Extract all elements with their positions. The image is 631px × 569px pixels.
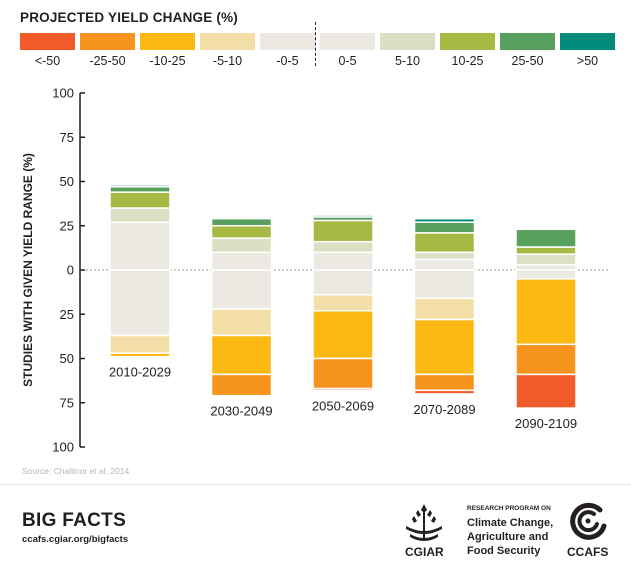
bar-segment bbox=[210, 308, 273, 337]
legend-swatch bbox=[20, 33, 75, 50]
research-program-label: RESEARCH PROGRAM ON bbox=[467, 505, 551, 512]
y-tick-label: 75 bbox=[60, 395, 74, 410]
legend-swatch bbox=[260, 33, 315, 50]
bar-segment bbox=[109, 184, 171, 188]
bar-segment bbox=[515, 246, 577, 255]
legend-swatch bbox=[320, 33, 375, 50]
bar-segment bbox=[312, 251, 374, 271]
y-tick-label: 0 bbox=[67, 263, 74, 278]
bar-segment bbox=[312, 214, 374, 218]
bar-segment bbox=[109, 269, 171, 337]
bar-segment bbox=[413, 251, 476, 261]
category-label: 2070-2089 bbox=[413, 402, 475, 417]
bar-segment bbox=[109, 191, 171, 209]
y-axis-title: STUDIES WITH GIVEN YIELD RANGE (%) bbox=[21, 153, 35, 387]
legend-swatch bbox=[80, 33, 135, 50]
bar-segment bbox=[312, 269, 374, 296]
bar-segment bbox=[312, 387, 374, 392]
bar-segment bbox=[413, 318, 476, 376]
legend-label: -0-5 bbox=[276, 54, 299, 68]
legend: PROJECTED YIELD CHANGE (%) <-50 -25-50 -10… bbox=[0, 0, 631, 80]
big-facts-title: BIG FACTS bbox=[22, 510, 127, 531]
big-facts-url[interactable]: ccafs.cgiar.org/bigfacts bbox=[22, 534, 129, 545]
bar-segment bbox=[413, 221, 476, 234]
legend-label: 0-5 bbox=[338, 54, 357, 68]
legend-label: 25-50 bbox=[511, 54, 544, 68]
bar-segment bbox=[312, 357, 374, 390]
bar-segment bbox=[210, 269, 273, 310]
ccafs-swirl-logo-icon bbox=[570, 502, 607, 540]
bar-segment bbox=[312, 240, 374, 254]
bar-segment bbox=[413, 389, 476, 395]
bar-segment bbox=[109, 334, 171, 354]
category-label: 2090-2109 bbox=[515, 416, 577, 431]
y-tick-label: 25 bbox=[60, 218, 74, 233]
legend-label: >50 bbox=[576, 54, 599, 68]
source-note: Source: Challinor et al. 2014 bbox=[22, 466, 130, 476]
bar-segment bbox=[109, 352, 171, 358]
bar-segment bbox=[413, 232, 476, 254]
legend-title: PROJECTED YIELD CHANGE (%) bbox=[20, 10, 238, 25]
bar-segment bbox=[515, 228, 577, 248]
bar-segment bbox=[515, 269, 577, 280]
category-label: 2030-2049 bbox=[210, 404, 272, 419]
ccafs-wordmark: CCAFS bbox=[567, 545, 609, 559]
bar-segment bbox=[109, 221, 171, 271]
bar-segment bbox=[413, 373, 476, 392]
legend-swatch bbox=[560, 33, 615, 50]
y-tick-label: 100 bbox=[52, 440, 74, 455]
bar-segment bbox=[515, 373, 577, 409]
bar-segment bbox=[413, 217, 476, 223]
bar-segment bbox=[515, 343, 577, 376]
y-tick-label: 50 bbox=[60, 351, 74, 366]
bar-segment bbox=[413, 297, 476, 321]
legend-label: <-50 bbox=[34, 54, 61, 68]
bar-segment bbox=[515, 278, 577, 346]
bar-segment bbox=[312, 309, 374, 360]
legend-label: -5-10 bbox=[212, 54, 243, 68]
legend-label: -25-50 bbox=[89, 54, 126, 68]
legend-label: -10-25 bbox=[149, 54, 186, 68]
legend-swatch bbox=[380, 33, 435, 50]
legend-swatch bbox=[500, 33, 555, 50]
y-tick-label: 25 bbox=[60, 307, 74, 322]
bar-segment bbox=[210, 373, 273, 397]
category-label: 2010-2029 bbox=[109, 365, 171, 380]
bar-segment bbox=[210, 237, 273, 254]
legend-label: 10-25 bbox=[451, 54, 484, 68]
y-tick-label: 100 bbox=[52, 86, 74, 101]
bar-segment bbox=[413, 269, 476, 300]
bar-segment bbox=[109, 207, 171, 223]
y-tick-label: 75 bbox=[60, 130, 74, 145]
stacked-bar-chart: 100 75 50 25 0 25 50 75 100 STUDIES WITH GIVEN YI… bbox=[21, 86, 608, 455]
bar-segment bbox=[515, 253, 577, 266]
legend-label: 5-10 bbox=[394, 54, 421, 68]
legend-swatch bbox=[440, 33, 495, 50]
cgiar-wordmark: CGIAR bbox=[405, 545, 444, 559]
legend-swatch bbox=[200, 33, 255, 50]
footer-divider bbox=[0, 484, 631, 485]
bar-segment bbox=[210, 225, 273, 239]
program-name-line-3: Food Security bbox=[467, 545, 541, 557]
bar-segment bbox=[109, 186, 171, 193]
legend-zero-divider bbox=[315, 22, 316, 66]
program-name-line-1: Climate Change, bbox=[467, 517, 554, 529]
category-label: 2050-2069 bbox=[312, 398, 374, 413]
program-name-line-2: Agriculture and bbox=[467, 531, 549, 543]
bar-segment bbox=[312, 219, 374, 243]
legend-swatch bbox=[140, 33, 195, 50]
bar-segment bbox=[515, 263, 577, 271]
bar-segment bbox=[210, 251, 273, 271]
bar-segment bbox=[413, 258, 476, 271]
bar-segment bbox=[312, 294, 374, 312]
y-tick-label: 50 bbox=[60, 174, 74, 189]
bar-segment bbox=[210, 334, 273, 376]
cgiar-wheat-logo-icon bbox=[406, 504, 442, 541]
bar-segment bbox=[210, 217, 273, 227]
